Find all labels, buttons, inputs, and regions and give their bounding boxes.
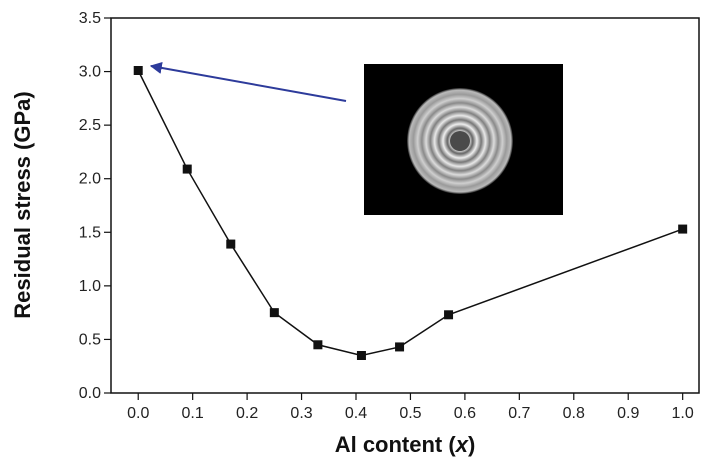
x-tick-label: 0.3 — [290, 405, 312, 422]
x-tick-label: 0.2 — [236, 405, 258, 422]
data-point — [182, 164, 192, 174]
data-point — [269, 308, 279, 318]
x-tick-label: 0.7 — [508, 405, 530, 422]
data-point — [226, 239, 236, 249]
y-tick-label: 2.5 — [79, 117, 101, 134]
x-axis-title: Al content (x) — [335, 432, 476, 457]
inset-image — [364, 64, 563, 215]
y-tick-label: 1.5 — [79, 224, 101, 241]
data-point — [444, 310, 454, 320]
plot-frame — [110, 17, 700, 394]
x-tick-label: 1.0 — [672, 405, 694, 422]
data-point — [133, 66, 143, 75]
data-point — [313, 340, 323, 350]
x-tick-label: 0.0 — [127, 405, 149, 422]
series-markers — [133, 66, 688, 360]
x-tick-label: 0.6 — [454, 405, 476, 422]
x-axis-ticks: 0.0 0.1 0.2 0.3 0.4 0.5 0.6 0.7 0.8 0.9 1.0 — [127, 393, 694, 422]
x-tick-label: 0.8 — [563, 405, 585, 422]
y-tick-label: 1.0 — [79, 278, 101, 295]
y-axis-ticks: 0.0 0.5 1.0 1.5 2.0 2.5 3.0 3.5 — [79, 10, 111, 402]
x-tick-label: 0.1 — [182, 405, 204, 422]
x-tick-label: 0.9 — [617, 405, 639, 422]
data-point — [395, 342, 405, 352]
data-point — [356, 351, 366, 360]
data-point — [678, 224, 688, 234]
y-axis-title: Residual stress (GPa) — [10, 91, 35, 318]
annotation-arrow — [149, 62, 347, 102]
x-tick-label: 0.4 — [345, 405, 367, 422]
x-tick-label: 0.5 — [399, 405, 421, 422]
y-tick-label: 2.0 — [79, 171, 101, 188]
y-tick-label: 0.5 — [79, 331, 101, 348]
y-tick-label: 3.5 — [79, 10, 101, 27]
y-tick-label: 3.0 — [79, 64, 101, 81]
y-tick-label: 0.0 — [79, 385, 101, 402]
